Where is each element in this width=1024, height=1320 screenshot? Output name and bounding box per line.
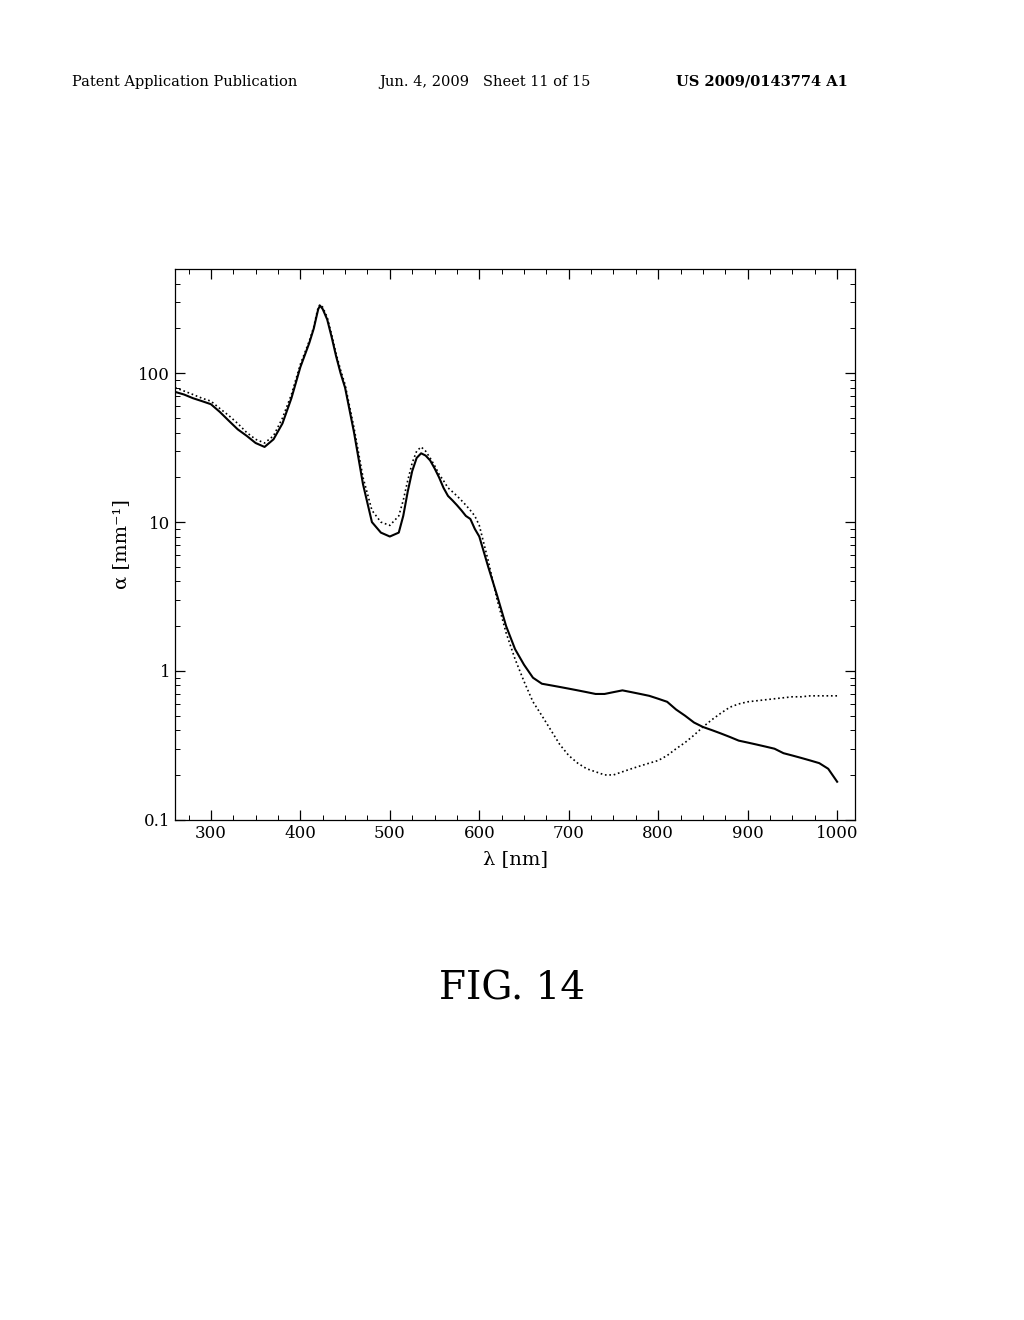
Text: Jun. 4, 2009   Sheet 11 of 15: Jun. 4, 2009 Sheet 11 of 15 bbox=[379, 75, 590, 88]
X-axis label: λ [nm]: λ [nm] bbox=[482, 850, 548, 869]
Y-axis label: α [mm⁻¹]: α [mm⁻¹] bbox=[112, 499, 130, 590]
Text: FIG. 14: FIG. 14 bbox=[439, 970, 585, 1007]
Text: Patent Application Publication: Patent Application Publication bbox=[72, 75, 297, 88]
Text: US 2009/0143774 A1: US 2009/0143774 A1 bbox=[676, 75, 848, 88]
